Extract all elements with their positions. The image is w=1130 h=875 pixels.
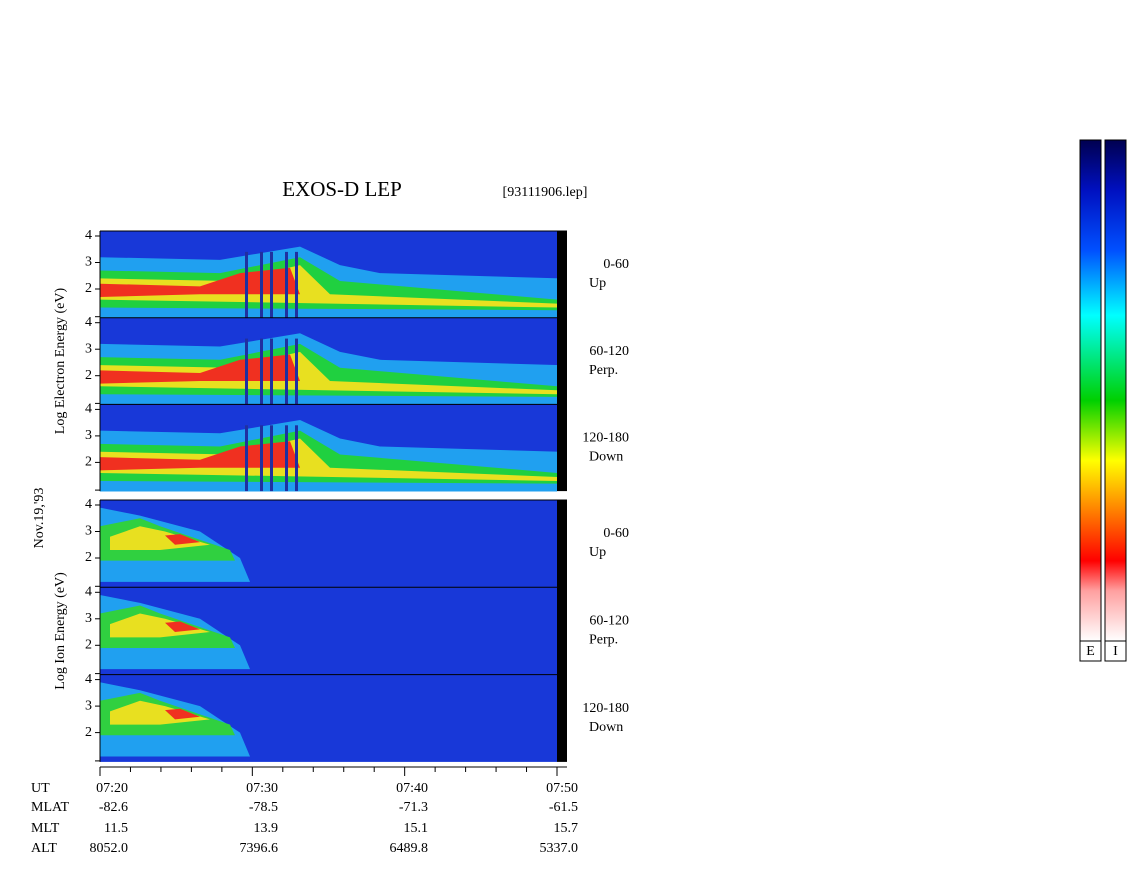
tick-label: 2 [85, 368, 92, 383]
row-name: MLT [31, 821, 60, 836]
angle-label: 0-60 [603, 257, 629, 272]
stripe [260, 251, 263, 318]
band-yellow [110, 700, 210, 725]
stripe [245, 251, 248, 318]
row-name: MLAT [31, 800, 70, 815]
stripe [285, 338, 288, 405]
tick-label: 3 [85, 698, 92, 713]
angle-label: 60-120 [589, 614, 629, 629]
stripe [295, 338, 298, 405]
band-red [100, 267, 300, 297]
direction-label: Down [589, 450, 623, 465]
stripe [260, 338, 263, 405]
stripe [270, 425, 273, 492]
direction-label: Down [589, 720, 623, 735]
stripe [285, 425, 288, 492]
row-name: UT [31, 781, 50, 796]
group-label: Log Ion Energy (eV) [53, 572, 68, 690]
tick-label: 3 [85, 341, 92, 356]
panel-strip [557, 231, 567, 318]
row-value: 07:30 [246, 781, 278, 796]
band-red [100, 441, 300, 471]
file-name: [93111906.lep] [503, 185, 588, 200]
angle-label: 0-60 [603, 526, 629, 541]
row-value: 13.9 [254, 821, 279, 836]
date: Nov.19,'93 [32, 488, 47, 549]
band-red [165, 621, 200, 633]
row-value: 5337.0 [540, 841, 579, 856]
row-value: 07:40 [396, 781, 428, 796]
row-value: 7396.6 [240, 841, 279, 856]
tick-label: 3 [85, 255, 92, 270]
panel-strip [557, 674, 567, 762]
band-red [100, 354, 300, 384]
stripe [295, 425, 298, 492]
band-yellow [100, 438, 557, 481]
direction-label: Perp. [589, 633, 618, 648]
band-red [165, 534, 200, 545]
row-value: 11.5 [104, 821, 128, 836]
row-name: ALT [31, 841, 57, 856]
panel-strip [557, 404, 567, 492]
panel-strip [557, 587, 567, 675]
row-value: 6489.8 [390, 841, 429, 856]
stripe [245, 338, 248, 405]
direction-label: Up [589, 276, 606, 291]
colorbar-box [1104, 640, 1127, 662]
tick-label: 2 [85, 725, 92, 740]
angle-label: 120-180 [582, 431, 629, 446]
band-yellow [100, 351, 557, 395]
angle-label: 60-120 [589, 344, 629, 359]
tick-label: 4 [85, 585, 92, 600]
stripe [260, 425, 263, 492]
band-yellow [110, 613, 210, 638]
colorbar-label: I [1113, 644, 1118, 659]
stripe [285, 251, 288, 318]
band-red [165, 708, 200, 720]
title: EXOS-D LEP [282, 177, 402, 201]
angle-label: 120-180 [582, 701, 629, 716]
colorbar-label: E [1086, 644, 1095, 659]
panel-strip [557, 500, 567, 588]
panel-strip [557, 317, 567, 405]
tick-label: 4 [85, 315, 92, 330]
stripe [295, 251, 298, 318]
row-value: 15.7 [554, 821, 579, 836]
direction-label: Up [589, 545, 606, 560]
group-label: Log Electron Energy (eV) [53, 288, 68, 435]
colorbar [1104, 139, 1127, 642]
tick-label: 2 [85, 638, 92, 653]
tick-label: 3 [85, 611, 92, 626]
row-value: 15.1 [404, 821, 429, 836]
tick-label: 3 [85, 524, 92, 539]
stripe [270, 338, 273, 405]
tick-label: 4 [85, 497, 92, 512]
tick-label: 4 [85, 672, 92, 687]
row-value: -71.3 [399, 800, 428, 815]
row-value: -78.5 [249, 800, 278, 815]
tick-label: 4 [85, 228, 92, 243]
tick-label: 3 [85, 428, 92, 443]
colorbar [1079, 139, 1102, 642]
row-value: 07:20 [96, 781, 128, 796]
stripe [270, 251, 273, 318]
row-value: 8052.0 [90, 841, 129, 856]
tick-label: 4 [85, 402, 92, 417]
row-value: -82.6 [99, 800, 128, 815]
band-yellow [110, 526, 210, 551]
row-value: 07:50 [546, 781, 578, 796]
tick-label: 2 [85, 455, 92, 470]
stripe [245, 425, 248, 492]
colorbar-box [1079, 640, 1102, 662]
band-yellow [100, 265, 557, 308]
tick-label: 2 [85, 550, 92, 565]
tick-label: 2 [85, 281, 92, 296]
row-value: -61.5 [549, 800, 578, 815]
direction-label: Perp. [589, 363, 618, 378]
